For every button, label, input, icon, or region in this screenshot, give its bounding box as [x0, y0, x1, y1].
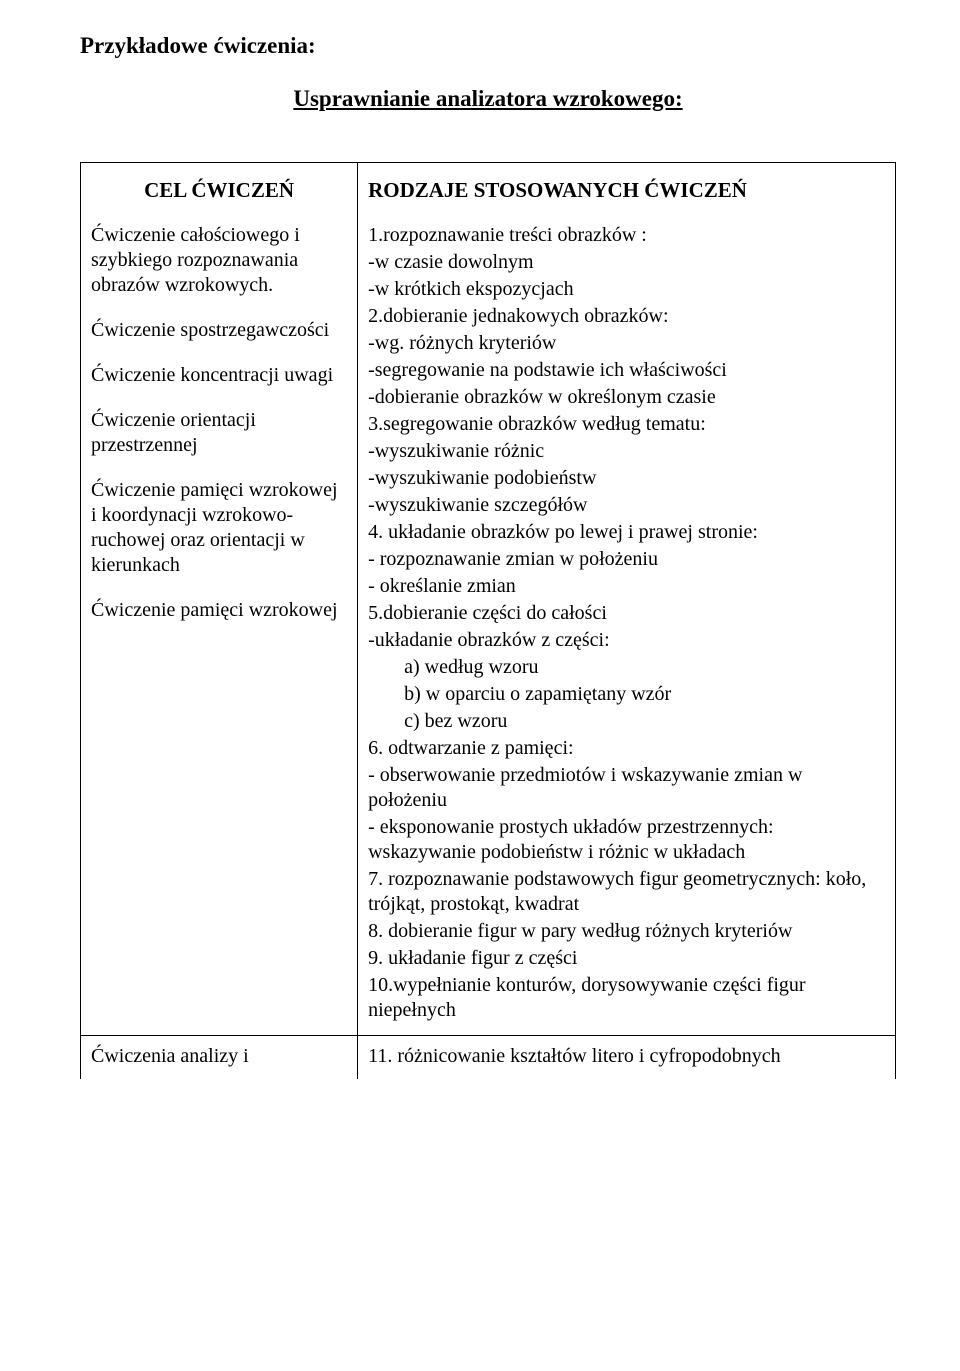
right-subline: a) według wzoru — [368, 655, 885, 680]
right-line: -wyszukiwanie szczegółów — [368, 493, 885, 518]
right-line: -wyszukiwanie podobieństw — [368, 466, 885, 491]
table-row-header: CEL ĆWICZEŃ Ćwiczenie całościowego i szy… — [81, 162, 896, 1035]
left-block: Ćwiczenie spostrzegawczości — [91, 318, 347, 343]
right-line: -w czasie dowolnym — [368, 250, 885, 275]
right-subline: b) w oparciu o zapamiętany wzór — [368, 682, 885, 707]
right-line: - eksponowanie prostych układów przestrz… — [368, 815, 885, 865]
right-line: 4. układanie obrazków po lewej i prawej … — [368, 520, 885, 545]
right-line: -wg. różnych kryteriów — [368, 331, 885, 356]
right-line: -wyszukiwanie różnic — [368, 439, 885, 464]
right-line: -segregowanie na podstawie ich właściwoś… — [368, 358, 885, 383]
right-line: 3.segregowanie obrazków według tematu: — [368, 412, 885, 437]
left-block: Ćwiczenie całościowego i szybkiego rozpo… — [91, 223, 347, 298]
right-subline: c) bez wzoru — [368, 709, 885, 734]
right-line: 9. układanie figur z części — [368, 946, 885, 971]
right-header: RODZAJE STOSOWANYCH ĆWICZEŃ — [368, 171, 885, 209]
left-block: Ćwiczenie orientacji przestrzennej — [91, 408, 347, 458]
left-block: Ćwiczenie pamięci wzrokowej i koordynacj… — [91, 478, 347, 578]
right-line: 7. rozpoznawanie podstawowych figur geom… — [368, 867, 885, 917]
right-line: 5.dobieranie części do całości — [368, 601, 885, 626]
left-block: Ćwiczenie pamięci wzrokowej — [91, 598, 347, 623]
left-block: Ćwiczenie koncentracji uwagi — [91, 363, 347, 388]
left-text-2: Ćwiczenia analizy i — [91, 1045, 249, 1067]
page-subheading: Usprawnianie analizatora wzrokowego: — [80, 85, 896, 114]
right-line: 8. dobieranie figur w pary według różnyc… — [368, 919, 885, 944]
right-line: - określanie zmian — [368, 574, 885, 599]
right-cell-2: 11. różnicowanie kształtów litero i cyfr… — [358, 1035, 896, 1079]
right-cell-main: RODZAJE STOSOWANYCH ĆWICZEŃ 1.rozpoznawa… — [358, 162, 896, 1035]
left-cell-2: Ćwiczenia analizy i — [81, 1035, 358, 1079]
right-line: 1.rozpoznawanie treści obrazków : — [368, 223, 885, 248]
right-line: 6. odtwarzanie z pamięci: — [368, 736, 885, 761]
right-line: - rozpoznawanie zmian w położeniu — [368, 547, 885, 572]
left-header: CEL ĆWICZEŃ — [91, 171, 347, 209]
right-line: -dobieranie obrazków w określonym czasie — [368, 385, 885, 410]
right-line: -w krótkich ekspozycjach — [368, 277, 885, 302]
left-cell-main: CEL ĆWICZEŃ Ćwiczenie całościowego i szy… — [81, 162, 358, 1035]
right-text-2: 11. różnicowanie kształtów litero i cyfr… — [368, 1045, 780, 1067]
table-row: Ćwiczenia analizy i 11. różnicowanie ksz… — [81, 1035, 896, 1079]
exercises-table: CEL ĆWICZEŃ Ćwiczenie całościowego i szy… — [80, 162, 896, 1079]
right-line: 2.dobieranie jednakowych obrazków: — [368, 304, 885, 329]
right-line: 10.wypełnianie konturów, dorysowywanie c… — [368, 973, 885, 1023]
right-line: -układanie obrazków z części: — [368, 628, 885, 653]
right-line: - obserwowanie przedmiotów i wskazywanie… — [368, 763, 885, 813]
page-heading: Przykładowe ćwiczenia: — [80, 32, 896, 61]
